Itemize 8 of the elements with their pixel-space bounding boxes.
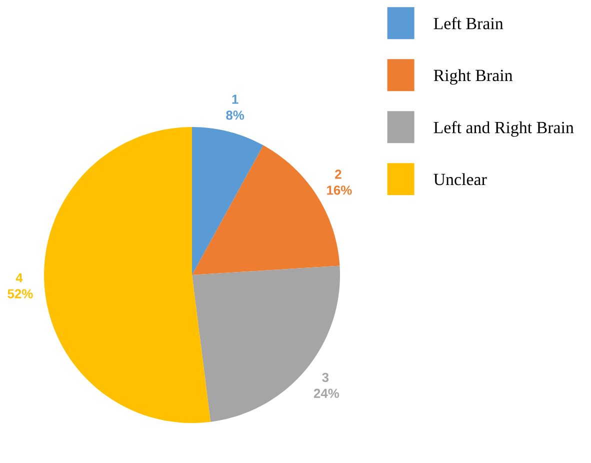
data-label: 3 24% (314, 372, 340, 398)
legend-label: Unclear (434, 173, 487, 186)
legend-label: Left and Right Brain (434, 121, 574, 137)
legend-label: Right Brain (434, 69, 513, 85)
data-label: 1 8% (226, 94, 244, 120)
data-label: 4 52% (8, 273, 33, 298)
data-label: 2 16% (327, 170, 352, 195)
legend-label: Left Brain (434, 17, 504, 30)
